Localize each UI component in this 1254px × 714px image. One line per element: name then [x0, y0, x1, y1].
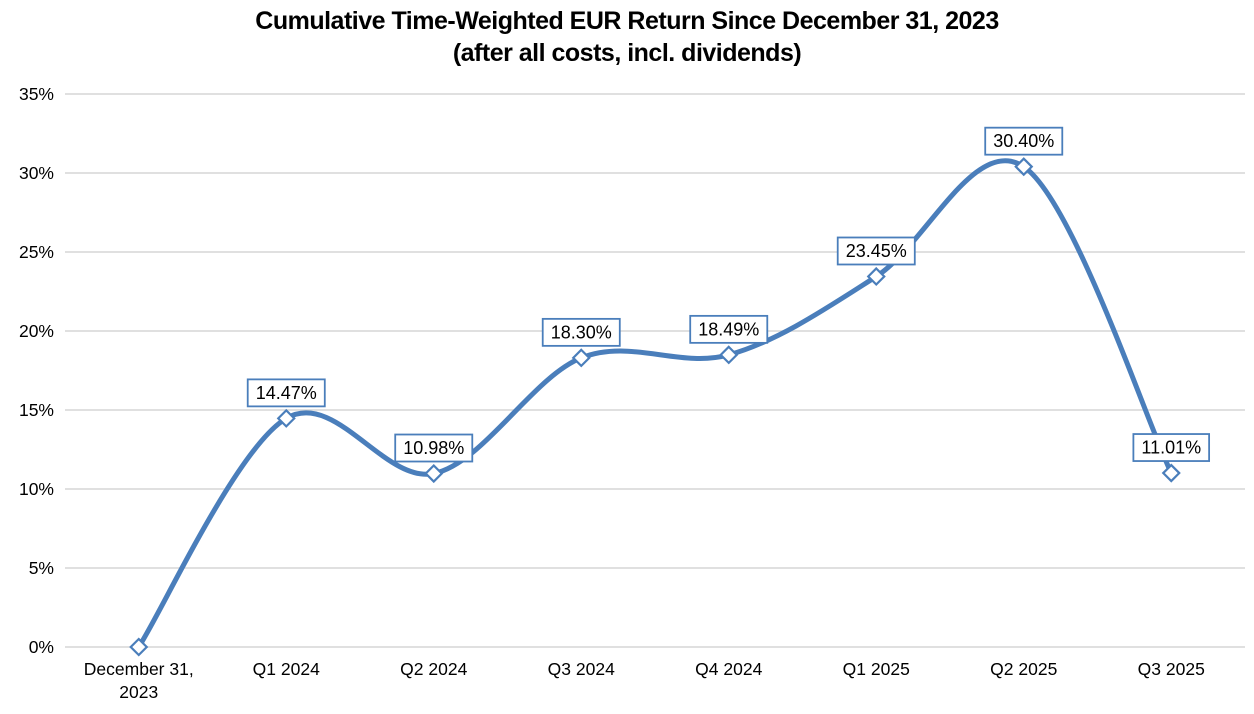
data-label: 30.40% — [984, 126, 1064, 156]
y-axis-tick-label: 25% — [19, 242, 54, 262]
x-axis-category-label: 2023 — [119, 682, 158, 702]
x-axis-category-label: Q3 2025 — [1138, 659, 1205, 679]
data-label-box — [246, 378, 326, 408]
data-label: 23.45% — [836, 236, 916, 266]
data-point-marker — [571, 348, 591, 368]
chart-subtitle: (after all costs, incl. dividends) — [452, 39, 802, 67]
data-point-marker — [129, 637, 149, 657]
data-point-marker — [866, 266, 886, 287]
data-label-box — [394, 433, 474, 463]
y-axis-tick-label: 10% — [19, 479, 54, 499]
data-label-text: 23.45% — [846, 241, 907, 261]
data-label-text: 18.49% — [698, 319, 759, 339]
data-label-box — [689, 314, 769, 344]
x-axis-category-label: Q2 2024 — [400, 659, 467, 679]
data-point-marker — [1161, 463, 1181, 483]
data-label-box — [541, 317, 621, 347]
chart-title-block: Cumulative Time-Weighted EUR Return Sinc… — [0, 5, 1254, 69]
data-point-marker — [1014, 157, 1034, 177]
data-label: 18.30% — [541, 317, 621, 347]
y-axis-tick-label: 20% — [19, 321, 54, 341]
x-axis-category-label: Q2 2025 — [990, 659, 1057, 679]
y-axis-tick-label: 30% — [19, 163, 54, 183]
data-label-box — [984, 126, 1064, 156]
data-label-text: 30.40% — [993, 131, 1054, 151]
chart-title: Cumulative Time-Weighted EUR Return Sinc… — [255, 7, 999, 35]
x-axis-category-label: Q1 2024 — [253, 659, 320, 679]
data-label-box — [1132, 433, 1211, 462]
data-label: 10.98% — [394, 433, 474, 463]
data-point-marker — [276, 408, 296, 428]
data-point-marker — [424, 463, 444, 484]
data-label: 18.49% — [689, 314, 769, 344]
y-axis-tick-label: 15% — [19, 400, 54, 420]
data-label-text: 10.98% — [403, 438, 464, 458]
x-axis-category-label: Q3 2024 — [548, 659, 615, 679]
data-label-text: 18.30% — [551, 322, 612, 342]
data-label-text: 11.01% — [1141, 438, 1201, 458]
y-axis-tick-label: 5% — [29, 558, 54, 578]
data-label: 11.01% — [1132, 433, 1211, 462]
y-axis-tick-label: 35% — [19, 84, 54, 104]
data-label-box — [836, 236, 916, 266]
x-axis-category-label: Q4 2024 — [695, 659, 762, 679]
data-label: 14.47% — [246, 378, 326, 408]
x-axis-category-label: Q1 2025 — [843, 659, 910, 679]
data-point-marker — [719, 345, 739, 365]
x-axis-category-label: December 31, — [84, 659, 194, 679]
data-label-text: 14.47% — [256, 383, 317, 403]
y-axis-tick-label: 0% — [29, 637, 54, 657]
